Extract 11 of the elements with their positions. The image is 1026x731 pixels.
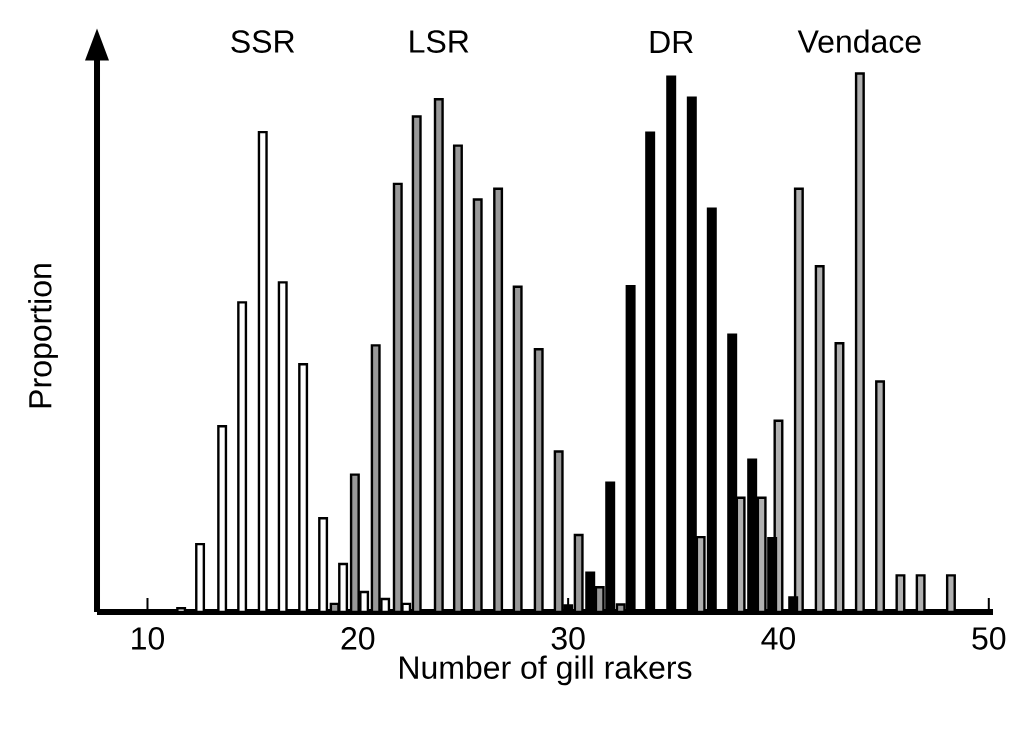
series-label: Vendace [797, 29, 921, 53]
x-tick-label: 30 [551, 627, 585, 650]
y-axis-title: Proportion [28, 264, 58, 408]
series-label: DR [650, 30, 693, 53]
text: SSR [231, 30, 295, 53]
x-tick-label: 50 [972, 627, 1006, 650]
x-tick-label: 10 [132, 627, 165, 650]
x-tick-label: 20 [341, 627, 375, 650]
series-label: LSR [410, 30, 469, 53]
x-axis-title: Number of gill rakers [400, 655, 692, 686]
x-tick-label: 40 [761, 627, 795, 650]
